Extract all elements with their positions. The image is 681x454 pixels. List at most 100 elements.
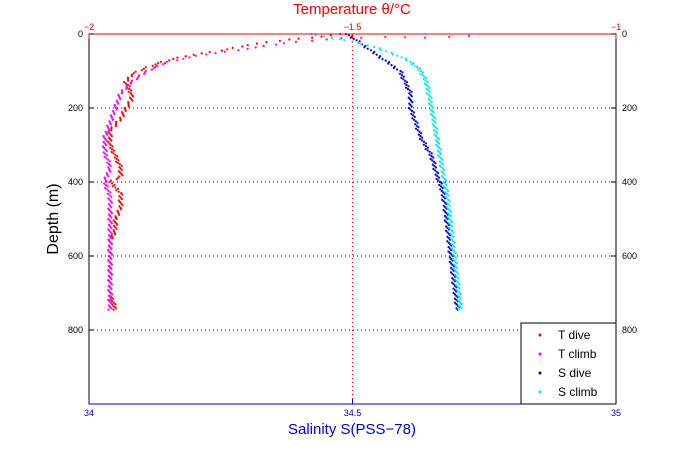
data-point	[426, 81, 429, 84]
data-point	[447, 246, 450, 249]
data-point	[447, 232, 450, 235]
data-point	[442, 176, 445, 179]
data-point	[163, 62, 167, 65]
data-point	[422, 78, 425, 81]
data-point	[109, 241, 112, 244]
data-point	[119, 196, 122, 199]
data-point	[457, 308, 460, 311]
data-point	[447, 212, 450, 215]
data-point	[451, 220, 454, 224]
grid	[89, 34, 616, 404]
data-point	[144, 66, 147, 69]
data-point	[458, 291, 461, 294]
data-point	[372, 52, 375, 55]
data-point	[448, 209, 451, 212]
data-point	[439, 148, 442, 151]
data-point	[109, 246, 112, 249]
data-point	[120, 164, 123, 167]
data-point	[455, 303, 458, 306]
data-point	[103, 155, 106, 158]
data-point	[349, 36, 352, 39]
data-point	[127, 79, 130, 82]
y-tick-label: 200	[68, 103, 83, 113]
data-point	[107, 197, 110, 200]
data-point	[109, 214, 112, 218]
data-point	[430, 101, 433, 104]
data-point	[449, 237, 452, 240]
data-point	[110, 263, 113, 266]
data-point	[449, 243, 452, 246]
data-point	[428, 90, 431, 93]
data-point	[129, 89, 133, 92]
data-point	[450, 262, 453, 265]
data-point	[415, 124, 418, 127]
data-point	[409, 108, 412, 111]
data-point	[435, 127, 439, 130]
data-point	[110, 253, 113, 256]
data-point	[110, 212, 113, 215]
data-point	[152, 67, 155, 70]
legend-label: T climb	[558, 347, 597, 361]
data-point	[274, 43, 278, 46]
data-point	[110, 195, 113, 198]
data-point	[417, 68, 420, 71]
data-point	[455, 307, 458, 310]
data-point	[448, 226, 451, 229]
data-point	[114, 124, 117, 128]
data-point	[449, 271, 453, 274]
data-point	[425, 142, 428, 145]
data-point	[457, 281, 460, 284]
data-point	[436, 175, 439, 178]
data-point	[434, 166, 438, 169]
data-point	[113, 112, 116, 115]
data-point	[459, 293, 462, 296]
data-point	[109, 191, 112, 194]
data-point	[410, 95, 413, 98]
data-point	[378, 47, 381, 50]
data-point	[467, 34, 471, 38]
data-point	[400, 56, 403, 59]
data-point	[446, 235, 449, 238]
data-point	[115, 217, 118, 221]
data-point	[450, 257, 453, 261]
data-point	[452, 244, 455, 247]
data-point	[223, 50, 226, 53]
data-point	[110, 222, 113, 225]
data-point	[458, 287, 461, 290]
data-point	[109, 179, 112, 182]
data-point	[448, 35, 451, 38]
data-point	[440, 189, 443, 192]
data-point	[452, 278, 455, 281]
data-point	[405, 59, 408, 62]
data-point	[120, 197, 123, 201]
data-point	[440, 194, 443, 197]
data-point	[449, 228, 452, 231]
data-point	[104, 143, 108, 147]
data-point	[416, 65, 419, 69]
data-point	[457, 285, 460, 289]
data-point	[402, 75, 405, 78]
data-point	[411, 109, 414, 113]
data-point	[109, 204, 112, 207]
data-point	[110, 283, 113, 286]
data-point	[448, 247, 452, 250]
data-point	[360, 43, 363, 46]
data-point	[108, 160, 111, 163]
data-point	[438, 160, 441, 163]
data-point	[447, 250, 450, 253]
data-point	[192, 53, 195, 56]
data-point	[438, 176, 441, 179]
data-point	[420, 139, 424, 142]
data-point	[427, 93, 430, 96]
data-point	[456, 294, 459, 297]
data-point	[421, 71, 424, 74]
data-point	[103, 182, 106, 185]
data-point	[423, 75, 426, 78]
data-point	[109, 138, 112, 141]
data-point	[418, 137, 422, 141]
data-point	[116, 155, 119, 158]
data-point	[357, 41, 361, 44]
data-point	[102, 140, 105, 144]
data-point	[406, 87, 409, 91]
